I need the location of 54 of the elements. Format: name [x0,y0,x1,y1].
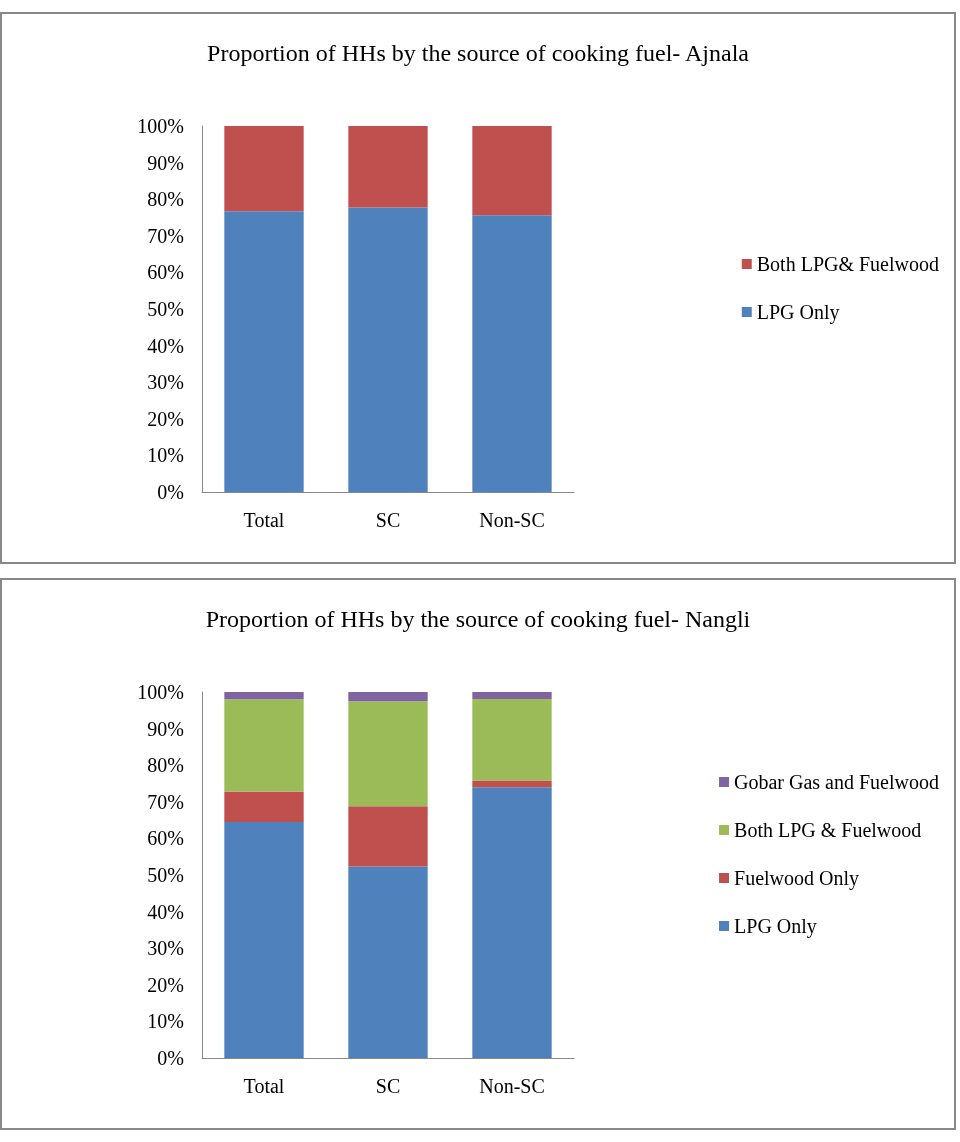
y-tick-label: 0% [157,1047,184,1069]
legend-label: Both LPG & Fuelwood [734,819,922,841]
bar [348,692,428,702]
legend-label: Both LPG& Fuelwood [756,253,940,275]
bar [224,791,304,822]
y-tick-label: 50% [147,864,184,886]
y-tick-label: 40% [147,334,184,357]
x-tick-label: Total [243,1075,285,1097]
y-tick-label: 10% [147,1010,184,1033]
y-tick-label: 60% [147,261,184,284]
y-tick-label: 90% [147,151,184,174]
bar [348,126,428,208]
y-tick-label: 20% [147,407,184,430]
bar [224,211,304,492]
y-tick-label: 30% [147,371,184,394]
chart-title: Proportion of HHs by the source of cooking fuel- Ajnala [207,40,750,66]
bar [224,126,304,212]
bar [472,692,552,699]
y-tick-label: 90% [147,717,184,740]
x-tick-label: Non-SC [479,509,545,531]
bar [348,207,428,492]
bar [472,215,552,492]
y-tick-label: 50% [147,298,184,320]
x-tick-label: Non-SC [479,1075,545,1097]
y-tick-label: 80% [147,754,184,777]
y-tick-label: 70% [147,224,184,247]
bar [472,126,552,216]
bar [224,699,304,792]
y-tick-label: 60% [147,827,184,850]
legend-label: LPG Only [756,301,840,324]
bar [224,821,304,1058]
y-tick-label: 70% [147,790,184,813]
y-tick-label: 100% [137,681,184,703]
chart-title: Proportion of HHs by the source of cooking fuel- Nangli [205,606,751,632]
y-tick-label: 10% [147,444,184,467]
bar [472,698,552,781]
y-tick-label: 40% [147,900,184,923]
bar [472,787,552,1058]
bar [472,780,552,788]
bar [224,692,304,700]
bar [348,806,428,867]
legend-label: Fuelwood Only [734,867,860,890]
legend-label: Gobar Gas and Fuelwood [734,771,940,793]
bar [348,701,428,807]
x-tick-label: Total [243,509,285,531]
legend-label: LPG Only [734,915,817,938]
y-tick-label: 30% [147,937,184,960]
bar [348,866,428,1058]
y-tick-label: 100% [137,115,184,137]
y-tick-label: 20% [147,973,184,996]
y-tick-label: 80% [147,188,184,211]
y-tick-label: 0% [157,481,184,503]
x-tick-label: SC [375,1075,401,1097]
x-tick-label: SC [375,509,401,531]
